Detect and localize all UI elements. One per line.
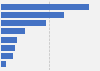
Bar — [1, 45, 15, 51]
Bar — [1, 61, 6, 67]
Bar — [1, 53, 13, 59]
Bar — [1, 20, 46, 26]
Bar — [1, 12, 64, 18]
Bar — [1, 28, 25, 35]
Bar — [1, 4, 88, 10]
Bar — [1, 36, 17, 43]
